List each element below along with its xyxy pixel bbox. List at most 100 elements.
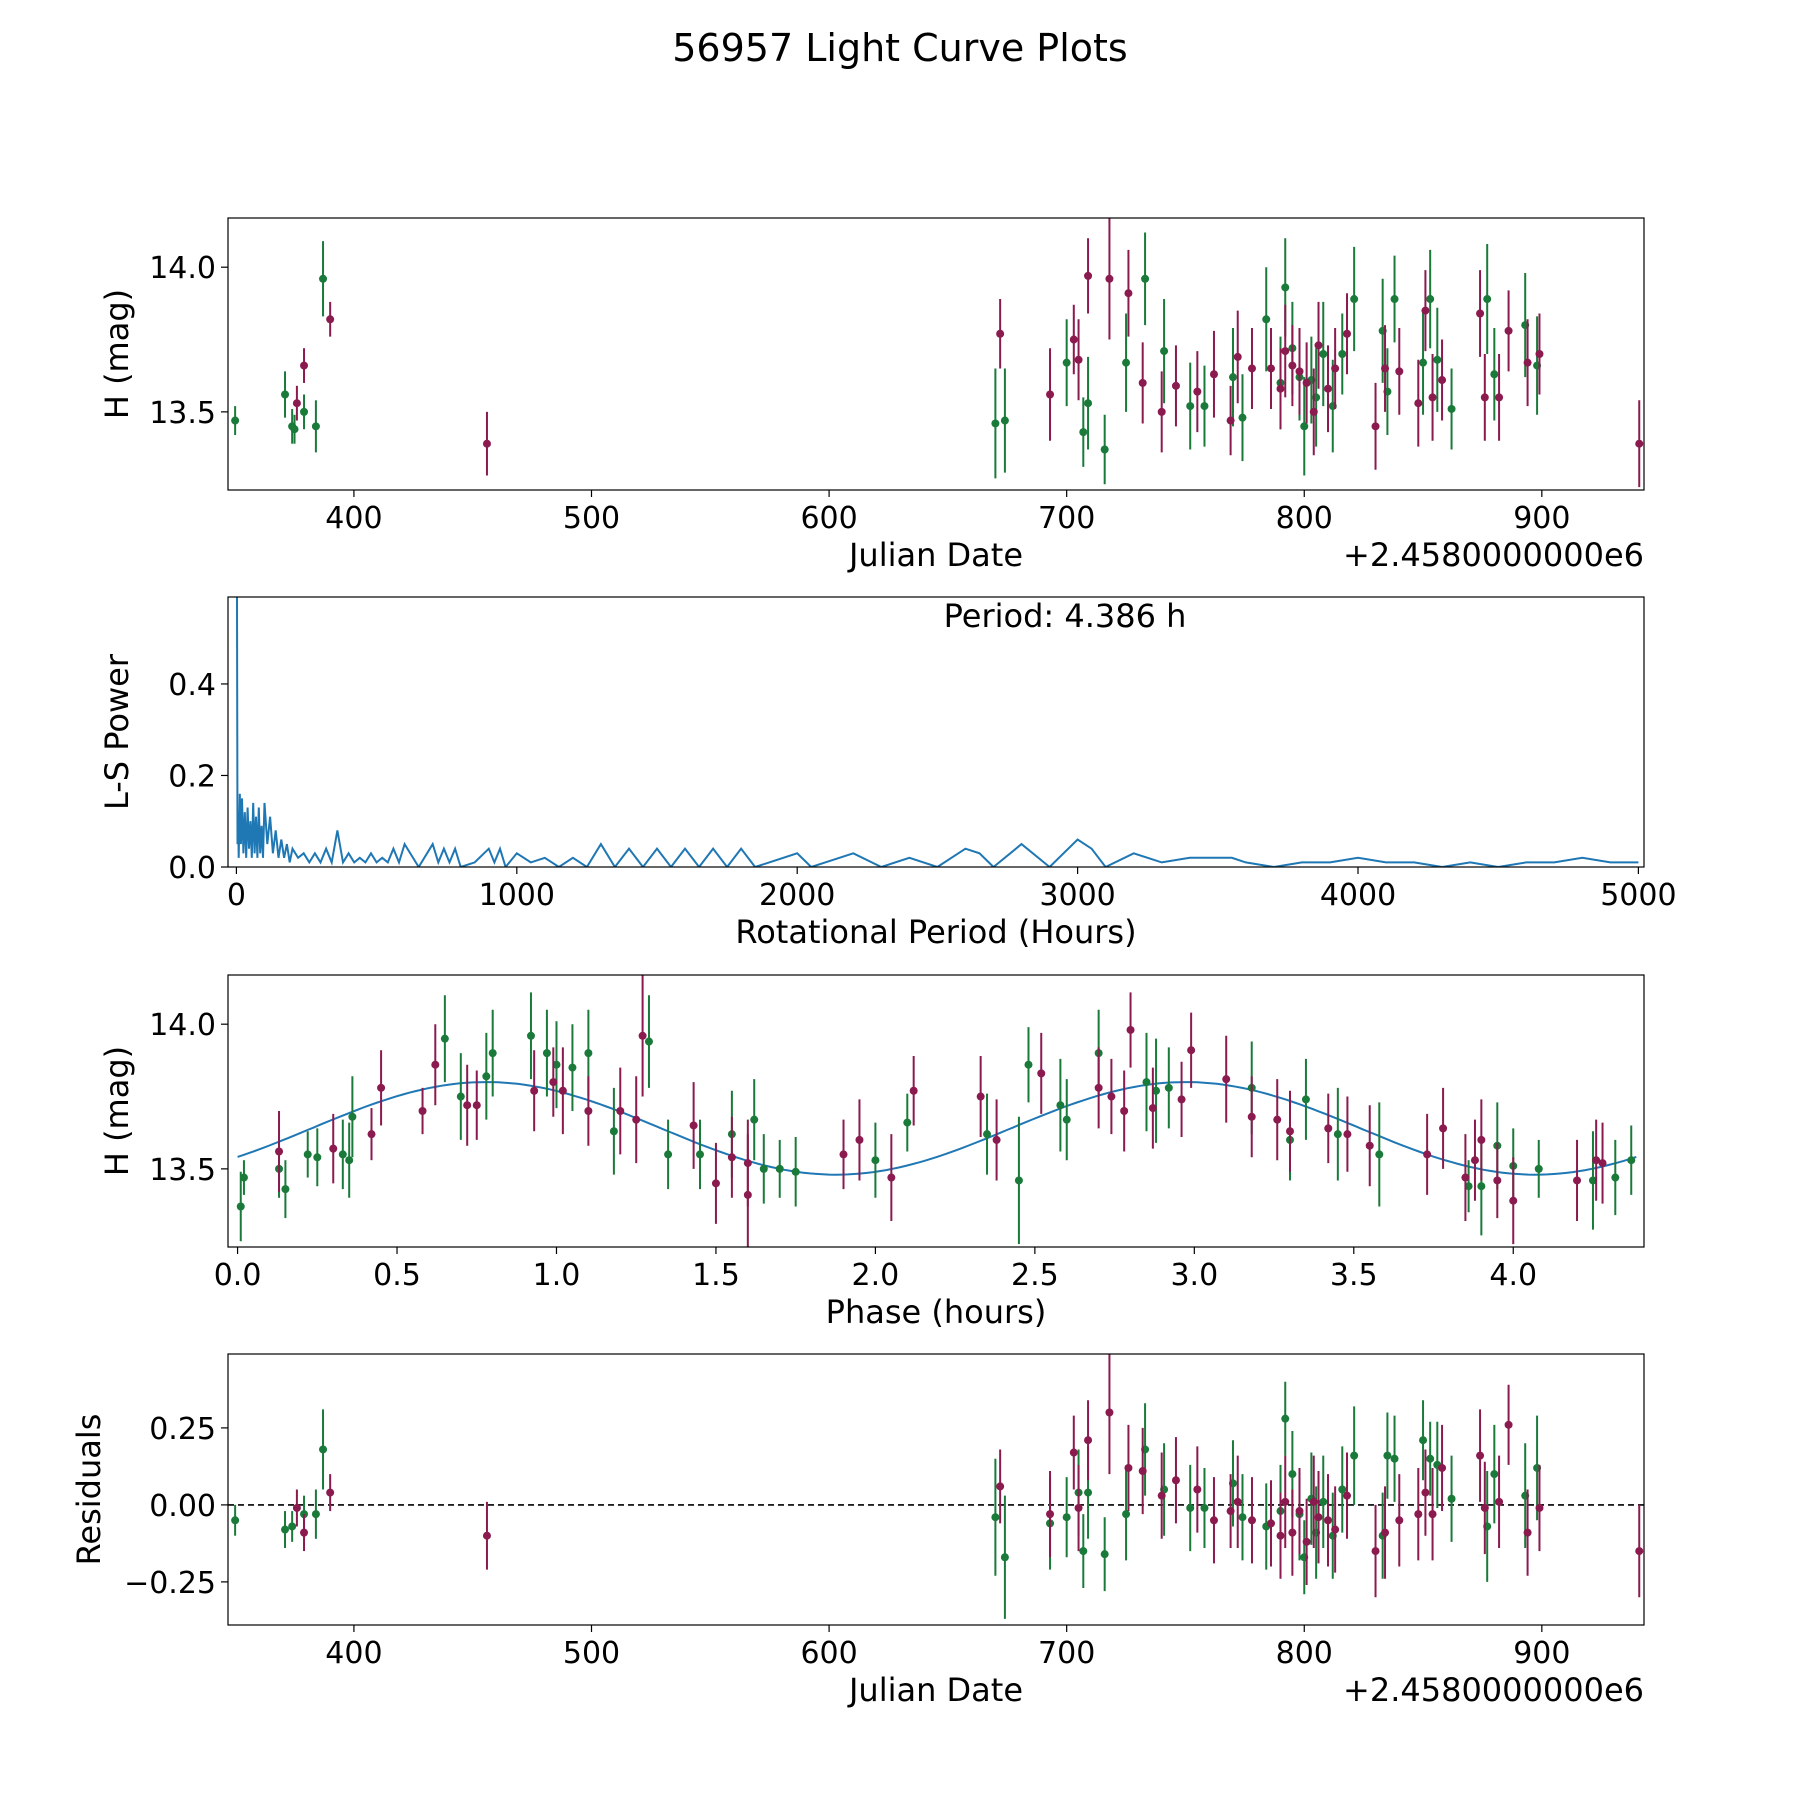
data-point [1046,390,1055,399]
data-point [1331,364,1340,373]
axes-frame [227,974,1645,1248]
data-point [1247,1516,1256,1525]
data-point [1056,1101,1065,1110]
data-point [727,1153,736,1162]
data-point [1350,1451,1359,1460]
y-axis-label: H (mag) [98,289,136,419]
data-point [1120,1107,1129,1115]
data-point [1371,1547,1380,1556]
y-tick-label: 0.4 [168,668,216,703]
data-point [1592,1156,1601,1165]
data-point [791,1167,800,1176]
panel-phased: 0.0 0.5 1.0 1.5 2.0 2.5 3.0 3.5 4.0 13.5 14.0 Phase… [98,974,1645,1331]
data-point [1266,364,1275,373]
data-point [367,1130,376,1139]
data-point [1276,1531,1285,1540]
data-point [1302,378,1311,387]
data-point [1477,1182,1486,1191]
data-point [311,1510,320,1519]
data-point [1024,1060,1033,1069]
x-tick-label: 0.5 [373,1258,421,1293]
x-offset-text: +2.4580000000e6 [1343,536,1644,574]
data-point [1365,1141,1374,1150]
panel-periodogram: 0 1000 2000 3000 4000 5000 0.0 0.2 0.4 Rotational… [98,596,1677,951]
x-axis-label: Phase (hours) [826,1293,1047,1331]
data-point [1084,1488,1093,1497]
data-point [1238,413,1247,422]
data-point [1186,402,1195,411]
data-point [1200,1503,1209,1512]
data-point [616,1107,625,1115]
x-tick-label: 800 [1276,501,1333,536]
x-offset-text: +2.4580000000e6 [1343,1671,1644,1709]
y-tick-label: 0.2 [168,759,216,794]
data-point [1193,1485,1202,1494]
data-point [1476,1451,1485,1460]
data-point [1233,352,1242,361]
data-point [1483,295,1492,304]
data-point [1247,1112,1256,1121]
data-point [1504,1420,1513,1429]
data-point [552,1060,561,1069]
x-tick-label: 1.0 [533,1258,581,1293]
data-point [1301,1095,1310,1104]
axes-frame [227,217,1645,491]
data-point [996,1482,1005,1491]
data-point [1535,350,1544,358]
data-point [1281,347,1290,356]
data-point [991,419,1000,428]
data-point [1504,326,1513,335]
data-point [1014,1176,1023,1185]
data-point [1124,1463,1133,1472]
data-point [1495,393,1504,402]
data-point [1395,1516,1404,1525]
data-point [1534,1164,1543,1173]
data-point [311,422,320,431]
y-tick-label: 0.25 [149,1412,216,1447]
plot-area-phased [236,975,1637,1247]
data-point [1493,1176,1502,1185]
data-point [855,1135,864,1144]
data-point [338,1150,347,1159]
data-point [1439,1124,1448,1133]
data-point [1105,1408,1114,1417]
data-point [1314,1513,1323,1522]
data-point [1142,1078,1151,1087]
data-point [1395,367,1404,376]
data-point [1314,341,1323,350]
data-point [1160,347,1169,356]
data-point [526,1031,535,1040]
x-tick-label: 700 [1038,1636,1095,1671]
y-tick-label: 0.00 [149,1489,216,1524]
data-point [1164,1083,1173,1092]
x-tick-label: 4000 [1320,878,1396,913]
data-point [1226,416,1235,425]
data-point [1381,1528,1390,1537]
data-point [1187,1046,1196,1055]
data-point [319,1445,328,1454]
data-point [1288,1470,1297,1479]
data-point [488,1049,497,1058]
data-point [300,361,309,370]
data-point [1421,1488,1430,1497]
data-point [345,1156,354,1165]
data-point [1079,428,1088,437]
data-point [1247,364,1256,373]
data-point [871,1156,880,1165]
data-point [549,1078,558,1087]
series-green [236,992,1636,1245]
data-point [290,425,299,434]
data-point [1447,1494,1456,1503]
data-point [1319,350,1328,358]
x-tick-label: 800 [1276,1636,1333,1671]
data-point [991,1513,1000,1522]
data-point [1490,370,1499,379]
data-point [1046,1510,1055,1519]
data-point [1464,1182,1473,1191]
x-axis-label: Rotational Period (Hours) [735,913,1136,951]
data-point [1598,1159,1607,1168]
data-point [1062,1115,1071,1124]
data-point [584,1049,593,1058]
data-point [1084,399,1093,408]
data-point [711,1179,720,1188]
